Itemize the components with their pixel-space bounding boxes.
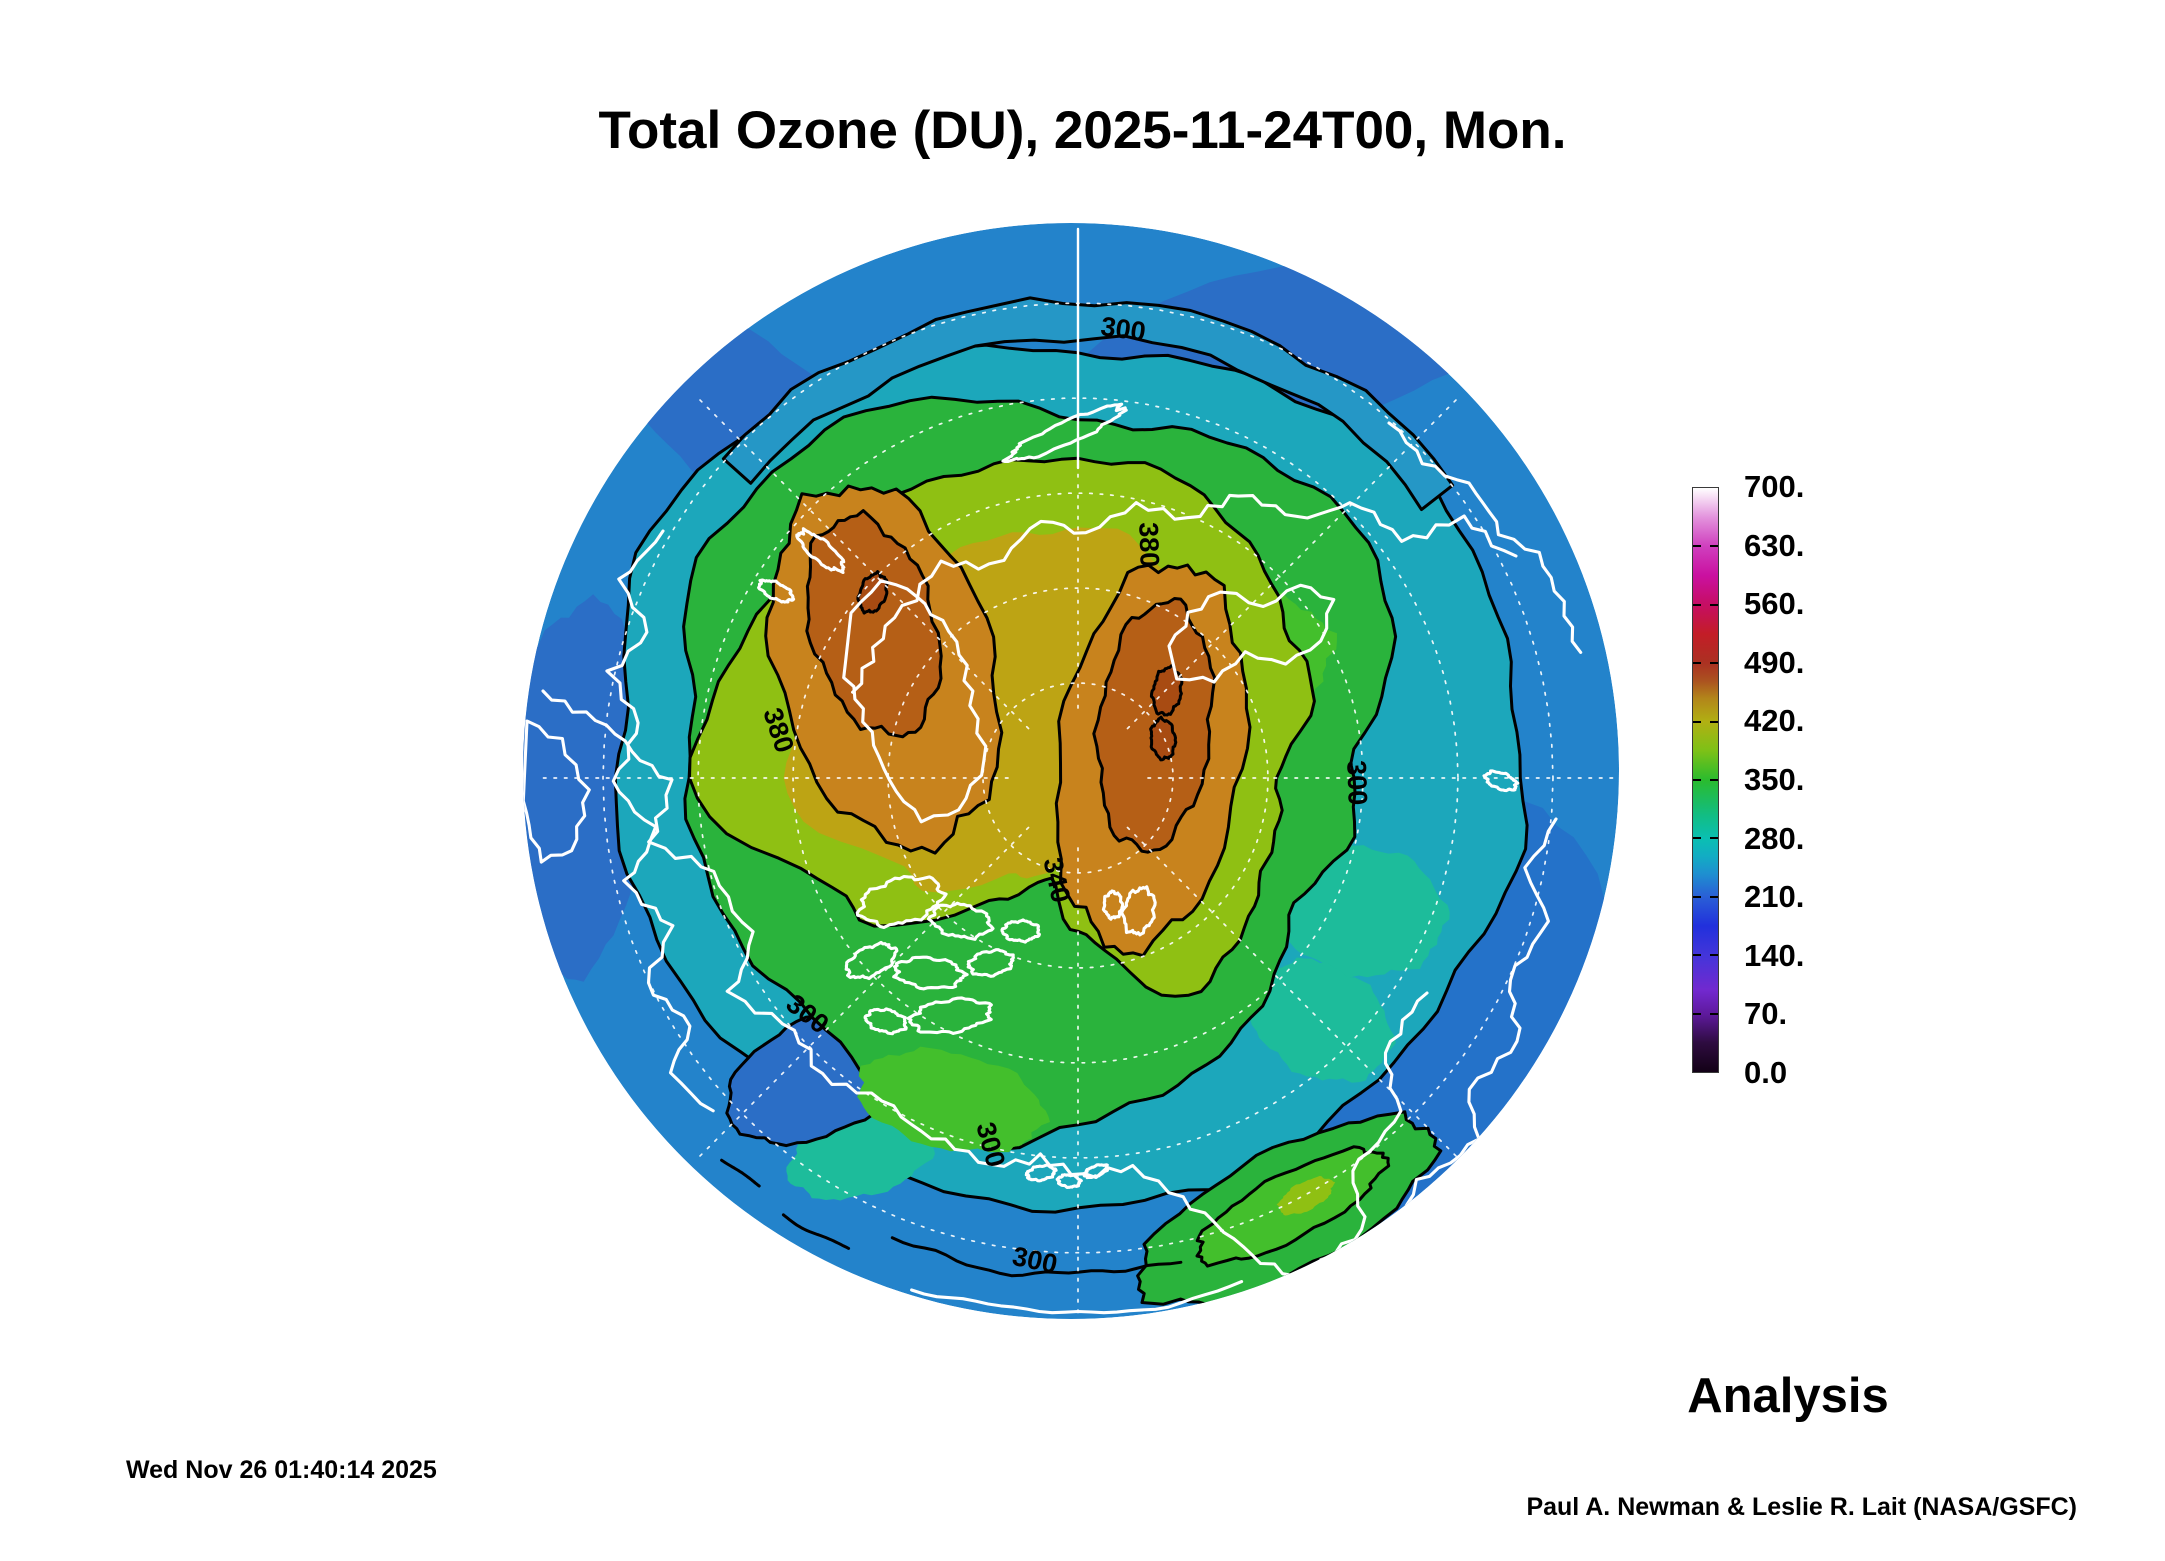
map-line bbox=[1001, 402, 1128, 464]
colorbar-tick-mark bbox=[1710, 720, 1718, 723]
colorbar-tick-mark bbox=[1693, 954, 1701, 957]
map-line bbox=[1120, 885, 1157, 937]
map-line bbox=[966, 948, 1015, 978]
graticule-circle bbox=[792, 492, 1364, 1064]
colorbar-tick-mark bbox=[1710, 779, 1718, 781]
map-line bbox=[892, 955, 969, 991]
page-title: Total Ozone (DU), 2025-11-24T00, Mon. bbox=[598, 101, 1567, 160]
colorbar-tick-mark bbox=[1693, 603, 1701, 606]
map-line bbox=[851, 493, 1518, 694]
colorbar-tick-mark bbox=[1710, 1012, 1718, 1015]
coastline-bottom-rim bbox=[910, 1280, 1244, 1315]
graticule-circle bbox=[887, 587, 1269, 969]
colorbar-tick-mark bbox=[1710, 895, 1718, 898]
map-line bbox=[890, 1236, 1183, 1278]
colorbar-tick-mark bbox=[1693, 895, 1701, 898]
colorbar-tick-mark bbox=[1693, 662, 1701, 665]
ozone-region bbox=[721, 296, 1455, 512]
map-line bbox=[795, 527, 846, 575]
ozone-region bbox=[1276, 1175, 1336, 1216]
map-line bbox=[1024, 1163, 1058, 1183]
colorbar-tick-mark bbox=[1693, 1012, 1701, 1015]
colorbar-tick-mark bbox=[1710, 954, 1718, 957]
map-line bbox=[1082, 1163, 1110, 1180]
ozone-region bbox=[523, 594, 652, 982]
map-line bbox=[605, 529, 715, 1113]
map-line bbox=[757, 578, 796, 604]
map-line bbox=[720, 1158, 761, 1188]
map-line bbox=[1167, 583, 1336, 684]
colorbar-tick-mark bbox=[1710, 837, 1718, 840]
map-line bbox=[1398, 817, 1558, 1233]
colorbar-tick-label: 630. bbox=[1744, 528, 1805, 563]
contour-label-300-top: 300 bbox=[1099, 311, 1148, 347]
map-line bbox=[842, 579, 988, 824]
map-line bbox=[781, 1213, 851, 1250]
contour-label-300-right: 300 bbox=[1341, 760, 1373, 806]
map-line bbox=[844, 940, 899, 981]
contour-label-380-right-lobe: 380 bbox=[1133, 522, 1165, 568]
ozone-region bbox=[1149, 715, 1178, 762]
map-line bbox=[1101, 889, 1125, 921]
ozone-region bbox=[857, 1046, 1050, 1153]
map-line bbox=[1482, 769, 1520, 793]
colorbar-tick-label: 560. bbox=[1744, 586, 1805, 621]
map-line bbox=[1387, 421, 1583, 654]
map-line bbox=[863, 1007, 908, 1036]
colorbar-tick-mark bbox=[1693, 720, 1701, 723]
creation-timestamp: Wed Nov 26 01:40:14 2025 bbox=[126, 1456, 437, 1484]
map-line bbox=[1000, 918, 1041, 944]
colorbar-tick-label: 350. bbox=[1744, 762, 1805, 797]
polar-ozone-map: 300 380 340 380 300 300 300 300 bbox=[523, 223, 1619, 1319]
colorbar-tick-mark bbox=[1710, 662, 1718, 665]
ozone-region bbox=[805, 509, 943, 739]
ozone-region bbox=[1249, 957, 1396, 1083]
colorbar-tick-mark bbox=[1710, 603, 1718, 606]
colorbar-tick-mark bbox=[1710, 545, 1718, 548]
map-line bbox=[926, 901, 995, 941]
colorbar-tick-mark bbox=[1693, 837, 1701, 840]
map-line bbox=[855, 874, 948, 930]
map-line bbox=[906, 996, 993, 1035]
map-line bbox=[523, 719, 591, 864]
colorbar-tick-label: 210. bbox=[1744, 879, 1805, 914]
map-line bbox=[541, 689, 1343, 1318]
colorbar-tick-label: 420. bbox=[1744, 703, 1805, 738]
colorbar-tick-label: 700. bbox=[1744, 469, 1805, 504]
colorbar-tick-mark bbox=[1693, 545, 1701, 548]
credit-line: Paul A. Newman & Leslie R. Lait (NASA/GS… bbox=[1526, 1493, 2077, 1521]
graticule-circle bbox=[602, 302, 1554, 1254]
colorbar-tick-label: 490. bbox=[1744, 645, 1805, 680]
analysis-label: Analysis bbox=[1687, 1369, 1889, 1423]
colorbar-gradient bbox=[1692, 487, 1719, 1073]
colorbar-tick-label: 280. bbox=[1744, 821, 1805, 856]
colorbar-tick-label: 70. bbox=[1744, 996, 1788, 1031]
colorbar-tick-label: 140. bbox=[1744, 938, 1805, 973]
colorbar-tick-label: 0.0 bbox=[1744, 1055, 1788, 1090]
map-line bbox=[1055, 1173, 1083, 1190]
colorbar-tick-mark bbox=[1693, 779, 1701, 781]
